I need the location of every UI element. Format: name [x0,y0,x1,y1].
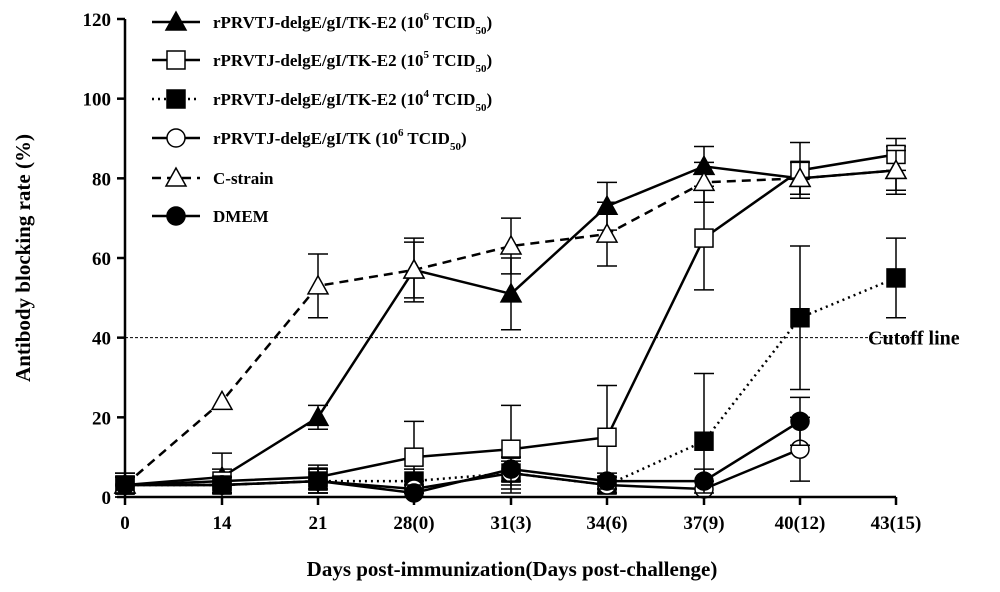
legend-label-text: rPRVTJ-delgE/gI/TK (10 [213,129,398,148]
legend-marker [164,166,188,187]
legend-label-text: rPRVTJ-delgE/gI/TK-E2 (10 [213,13,423,32]
legend-label-sub: 50 [475,102,487,114]
legend-label-text: ) [486,51,492,70]
x-tick-label: 43(15) [871,513,922,534]
y-tick-label: 80 [92,169,111,190]
legend-marker [166,89,186,109]
axes: 0 20 40 60 80 100 120 0 14 21 28(0) 31(3) 34(6) 37(9)… [83,10,922,534]
data-point [308,471,328,491]
x-tick-label: 34(6) [586,513,627,534]
legend-label-text: ) [461,129,467,148]
legend-label-sup: 5 [423,49,429,61]
legend-label-text: TCID [429,13,475,32]
legend-item-2: rPRVTJ-delgE/gI/TK-E2 (105 TCID50) [152,49,492,75]
legend-label-text: TCID [403,129,449,148]
data-point [884,158,908,180]
legend-label: rPRVTJ-delgE/gI/TK-E2 (104 TCID50) [213,88,492,114]
legend-label-sub: 50 [475,25,487,37]
y-tick-label: 100 [83,90,112,111]
x-tick-label: 40(12) [775,513,826,534]
data-point [788,166,812,188]
data-point [212,475,232,495]
x-tick-label: 28(0) [393,513,434,534]
cutoff-label: Cutoff line [868,328,960,350]
data-point [595,222,619,243]
data-point [306,274,330,295]
data-point [210,389,234,411]
data-point [501,459,521,479]
legend-label-text: rPRVTJ-delgE/gI/TK-E2 (10 [213,51,423,70]
data-point [692,170,716,192]
legend-label-sub: 50 [475,63,487,75]
series-line [125,420,801,495]
data-point [694,228,714,248]
legend-label-text: rPRVTJ-delgE/gI/TK-E2 (10 [213,90,423,109]
legend-marker [164,10,188,31]
legend-marker [166,50,186,70]
legend-label: rPRVTJ-delgE/gI/TK-E2 (105 TCID50) [213,49,492,75]
legend-marker [166,128,186,148]
legend-item-5: C-strain [152,166,274,188]
legend-item-6: DMEM [152,206,269,226]
data-point [499,282,523,303]
x-axis-title: Days post-immunization(Days post-challen… [307,557,718,581]
legend-label-text: TCID [429,90,475,109]
data-point [694,471,714,491]
data-point [306,405,330,427]
legend-marker [166,206,186,226]
x-tick-label: 21 [309,513,328,534]
series-5 [113,149,908,498]
legend-label-sub: 50 [450,141,462,153]
legend-item-4: rPRVTJ-delgE/gI/TK (106 TCID50) [152,127,467,153]
legend-label-text: TCID [429,51,475,70]
legend-label-sup: 6 [398,127,404,139]
data-point [499,234,523,255]
data-point [404,447,424,467]
legend-label: rPRVTJ-delgE/gI/TK (106 TCID50) [213,127,467,153]
data-point [886,268,906,288]
legend-label-text: ) [486,90,492,109]
legend-item-1: rPRVTJ-delgE/gI/TK-E2 (106 TCID50) [152,10,492,37]
legend-label: C-strain [213,169,274,188]
data-point [501,439,521,459]
data-point [597,427,617,447]
data-point [790,308,810,328]
legend-item-3: rPRVTJ-delgE/gI/TK-E2 (104 TCID50) [152,88,492,114]
data-point [694,431,714,451]
y-tick-label: 120 [83,10,112,31]
y-axis-title: Antibody blocking rate (%) [11,134,35,382]
data-point [790,411,810,432]
y-tick-label: 40 [92,329,111,350]
x-tick-label: 37(9) [683,513,724,534]
series-6 [115,396,810,503]
cutoff-layer: Cutoff line [125,328,960,350]
data-point [402,258,426,279]
legend-label-text: ) [486,13,492,32]
legend-label: rPRVTJ-delgE/gI/TK-E2 (106 TCID50) [213,11,492,37]
series-layer [113,137,908,503]
legend-label: DMEM [213,207,269,226]
data-point [597,471,617,491]
x-tick-label: 0 [120,513,130,534]
x-tick-label: 31(3) [490,513,531,534]
y-tick-label: 0 [102,488,112,509]
legend-label-sup: 6 [423,11,429,23]
y-tick-label: 20 [92,408,111,429]
x-tick-label: 14 [213,513,233,534]
legend-label-sup: 4 [423,88,429,100]
y-tick-label: 60 [92,249,111,270]
legend: rPRVTJ-delgE/gI/TK-E2 (106 TCID50)rPRVTJ… [152,10,492,226]
